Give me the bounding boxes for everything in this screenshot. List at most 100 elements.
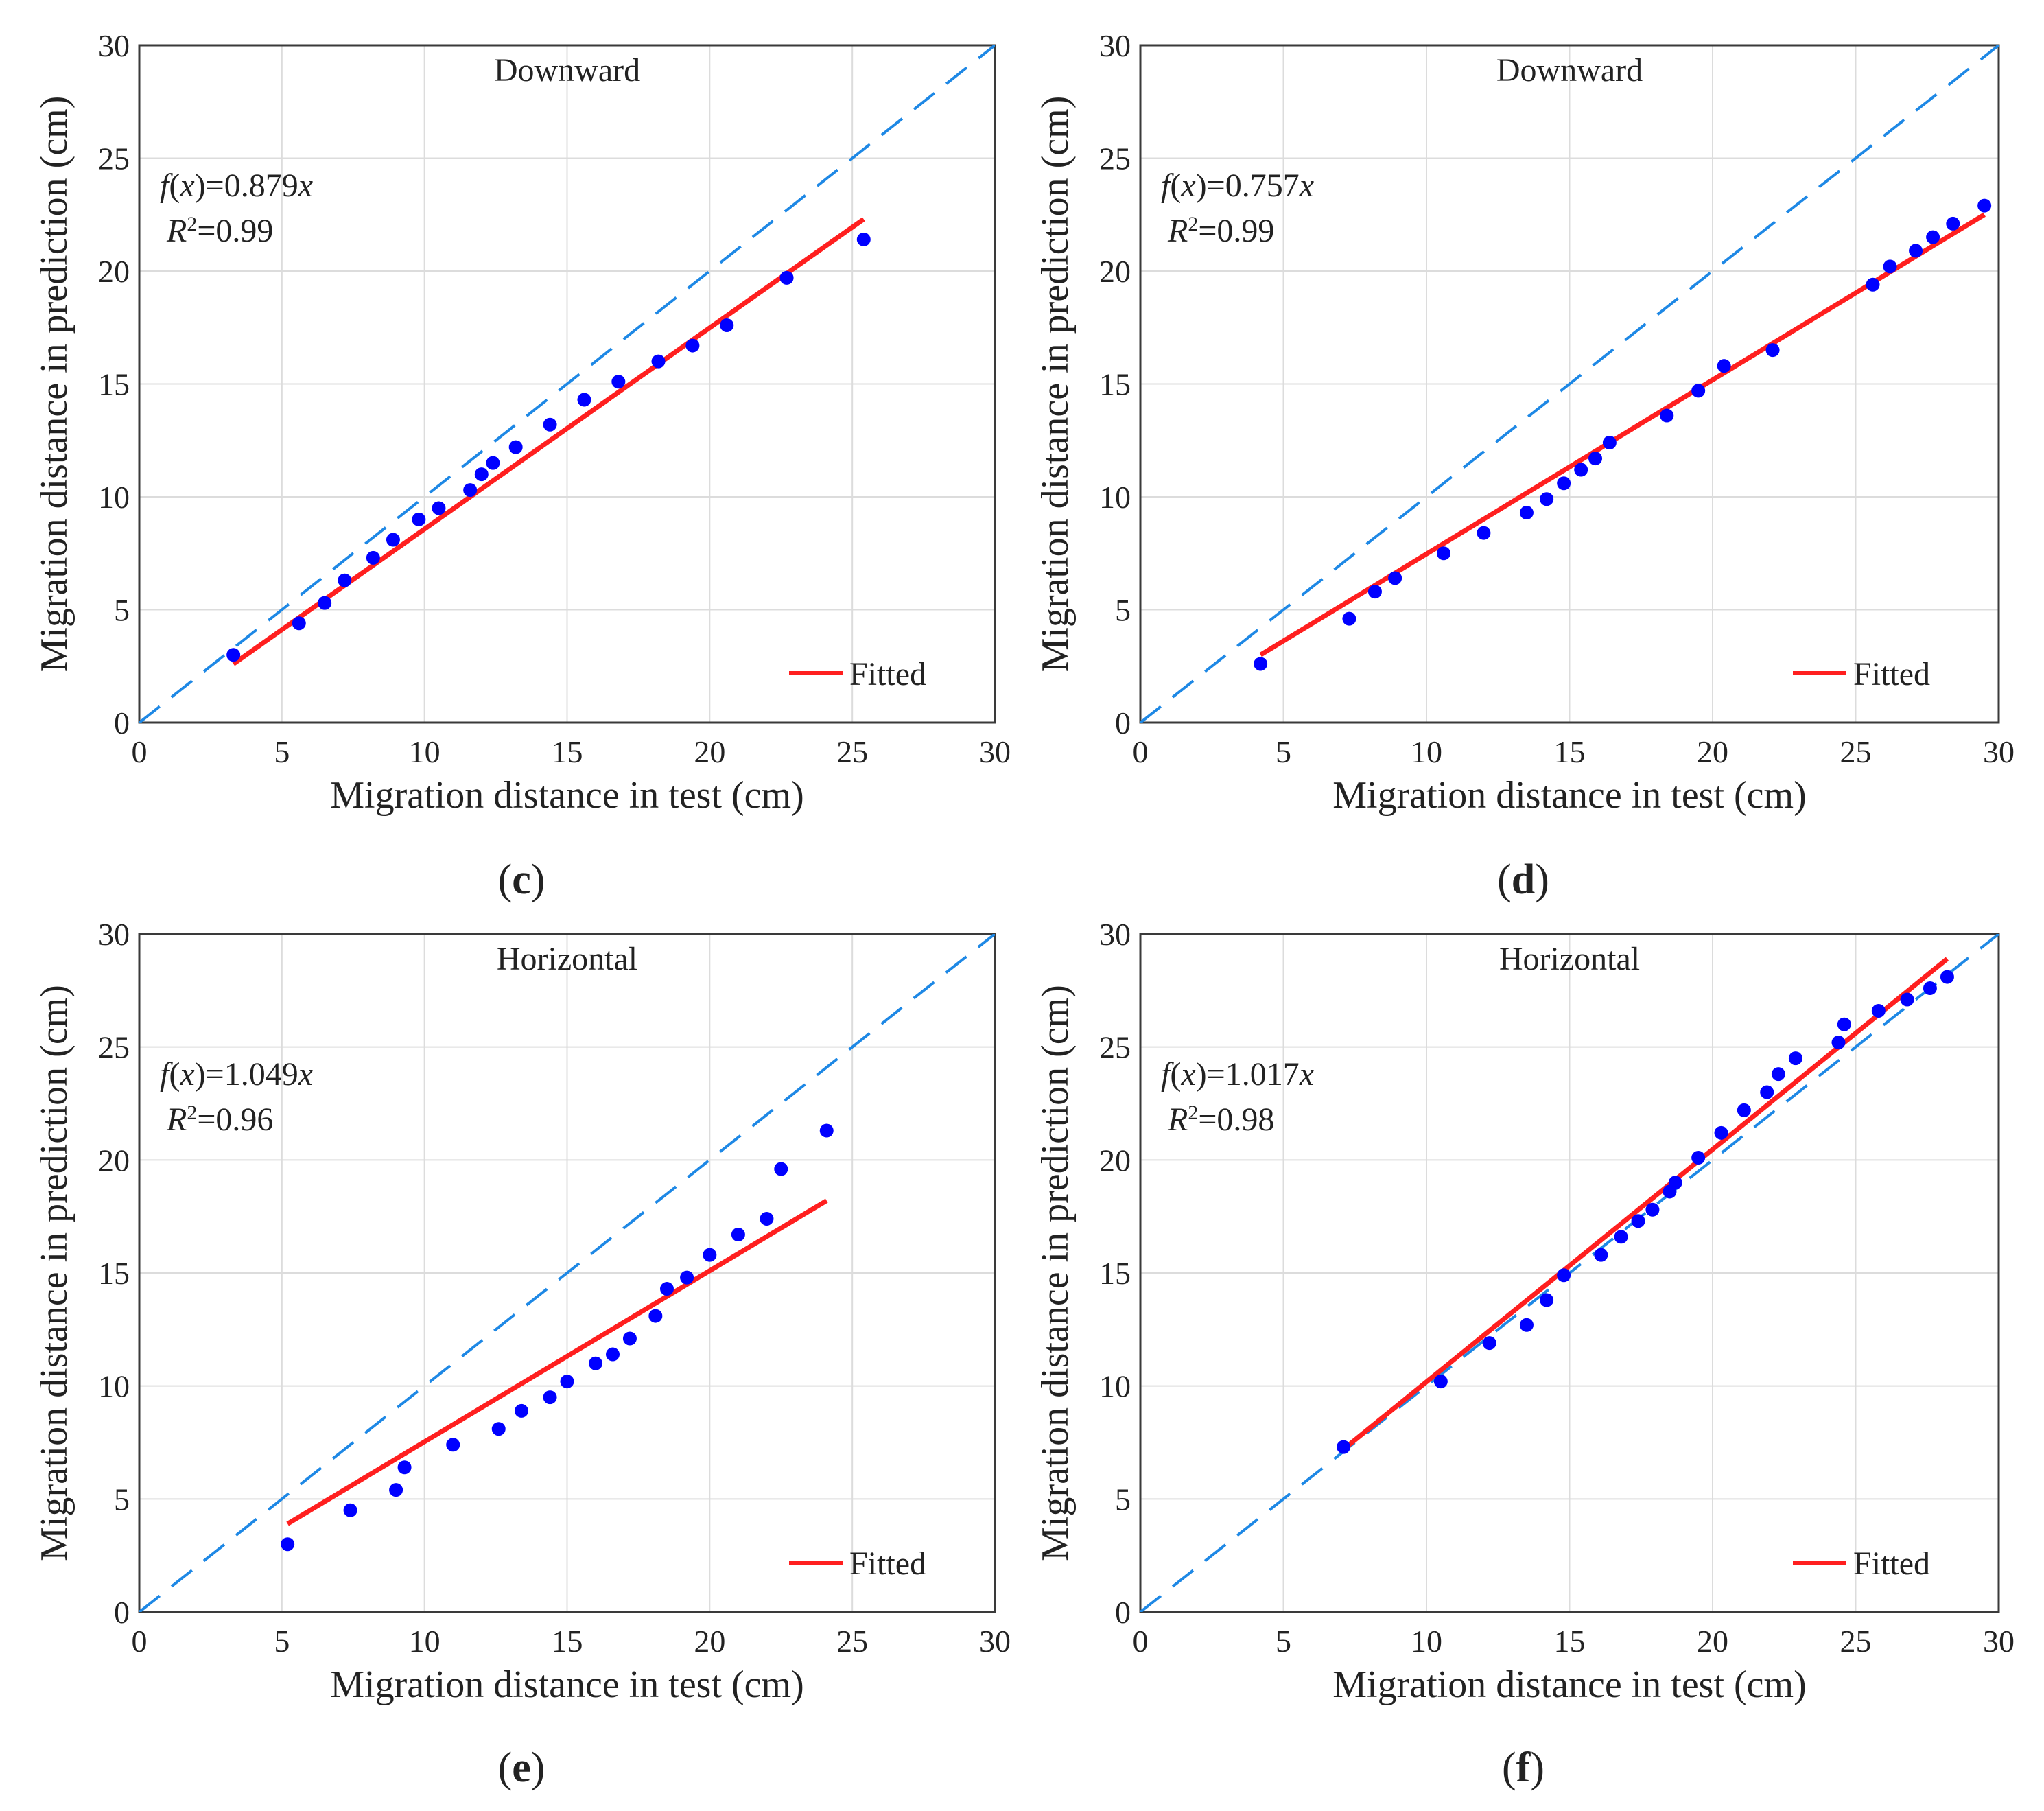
plot-frame xyxy=(1139,933,2000,1613)
data-point xyxy=(819,1123,834,1138)
r2-symbol: R xyxy=(166,1101,187,1138)
data-point xyxy=(1900,992,1914,1007)
legend: Fitted xyxy=(1793,1545,1930,1582)
x-tick-label: 25 xyxy=(1840,1624,1872,1659)
data-point xyxy=(1337,1440,1351,1454)
data-points xyxy=(1337,970,1954,1454)
y-tick-label: 20 xyxy=(1099,1143,1131,1178)
data-point xyxy=(731,1228,745,1242)
y-tick-label: 0 xyxy=(114,1595,130,1630)
panel-f: 0 5 10 15 20 25 30 0 5 10 15 20 25 30 Migration distan… xyxy=(1034,917,2014,1791)
r2-symbol: R xyxy=(166,213,187,249)
plot-lines xyxy=(139,934,995,1612)
eq-x: x xyxy=(179,167,194,204)
x-tick-label: 25 xyxy=(1840,734,1872,769)
data-point xyxy=(281,1537,295,1552)
data-point xyxy=(1574,463,1588,477)
fit-equation: f(x)=0.879x xyxy=(160,167,313,204)
x-tick-label: 0 xyxy=(132,734,148,769)
data-point xyxy=(1760,1085,1774,1099)
data-point xyxy=(474,467,489,482)
x-axis-label: Migration distance in test (cm) xyxy=(1332,774,1806,817)
y-tick-label: 15 xyxy=(98,1256,130,1291)
y-tick-label: 25 xyxy=(98,141,130,176)
data-point xyxy=(338,573,352,587)
y-tick-label: 10 xyxy=(98,1369,130,1404)
y-tick-label: 25 xyxy=(1099,141,1131,176)
caption-letter: f xyxy=(1516,1744,1531,1791)
r2-symbol: R xyxy=(1167,1101,1188,1138)
plot-frame xyxy=(138,44,996,724)
data-point xyxy=(1737,1103,1751,1117)
eq-rhs: =1.049 xyxy=(206,1056,298,1093)
x-tick-label: 30 xyxy=(979,734,1011,769)
data-point xyxy=(1866,277,1880,292)
data-point xyxy=(412,512,426,526)
data-point xyxy=(463,483,478,498)
y-tick-label: 15 xyxy=(1099,367,1131,402)
x-tick-label: 20 xyxy=(1697,734,1728,769)
y-axis-label: Migration distance in prediction (cm) xyxy=(1034,96,1077,673)
x-tick-label: 15 xyxy=(1554,1624,1586,1659)
r-squared: R2=0.99 xyxy=(1167,213,1274,250)
data-point xyxy=(543,1390,557,1405)
y-tick-label: 20 xyxy=(1099,254,1131,289)
x-tick-label: 20 xyxy=(1697,1624,1728,1659)
data-point xyxy=(1482,1336,1496,1351)
caption-letter: e xyxy=(512,1744,531,1791)
x-tick-label: 10 xyxy=(409,1624,440,1659)
data-point xyxy=(1645,1202,1660,1217)
x-tick-label: 15 xyxy=(1554,734,1586,769)
fit-equation: f(x)=1.049x xyxy=(160,1056,313,1093)
eq-open: ( xyxy=(1170,1056,1181,1093)
data-point xyxy=(343,1503,357,1517)
panel-caption: (f) xyxy=(1502,1744,1544,1791)
x-tick-label: 5 xyxy=(274,734,290,769)
identity-line xyxy=(139,934,995,1612)
data-point xyxy=(1691,1151,1706,1165)
data-point xyxy=(606,1347,620,1362)
data-point xyxy=(1557,476,1571,491)
plot-lines xyxy=(1140,45,1999,723)
eq-x: x xyxy=(179,1056,194,1093)
x-tick-label: 25 xyxy=(836,1624,868,1659)
data-point xyxy=(1614,1230,1628,1244)
data-point xyxy=(1717,359,1731,373)
r2-sup: 2 xyxy=(187,1101,197,1124)
data-point xyxy=(1771,1067,1785,1082)
y-tick-label: 25 xyxy=(98,1030,130,1065)
data-point xyxy=(1837,1017,1851,1031)
data-point xyxy=(1433,1375,1448,1389)
data-point xyxy=(1602,436,1617,450)
y-tick-label: 15 xyxy=(1099,1256,1131,1291)
panel-c: 0 5 10 15 20 25 30 0 5 10 15 20 25 30 Migration distan… xyxy=(33,28,1011,903)
caption-letter: c xyxy=(512,856,531,903)
caption-close: ) xyxy=(1535,856,1549,903)
eq-rhs-var: x xyxy=(298,1056,313,1093)
panel-caption: (e) xyxy=(498,1744,545,1791)
data-point xyxy=(1540,492,1554,506)
data-point xyxy=(577,393,591,407)
data-point xyxy=(1519,1318,1534,1332)
y-tick-label: 25 xyxy=(1099,1030,1131,1065)
data-point xyxy=(226,648,241,662)
data-point xyxy=(1691,384,1706,398)
caption-open: ( xyxy=(498,856,513,903)
data-point xyxy=(1831,1036,1846,1050)
legend-label: Fitted xyxy=(849,656,926,692)
x-tick-label: 0 xyxy=(1133,1624,1149,1659)
data-points xyxy=(281,1123,834,1552)
data-point xyxy=(386,533,400,547)
y-tick-label: 15 xyxy=(98,367,130,402)
data-point xyxy=(1594,1248,1608,1262)
caption-open: ( xyxy=(498,1744,513,1791)
data-point xyxy=(685,338,700,353)
r2-value: =0.99 xyxy=(1198,213,1274,249)
y-tick-label: 0 xyxy=(1115,705,1131,740)
y-tick-label: 20 xyxy=(98,1143,130,1178)
x-tick-label: 20 xyxy=(694,734,725,769)
caption-close: ) xyxy=(1530,1744,1544,1791)
eq-open: ( xyxy=(1170,167,1181,204)
data-point xyxy=(486,456,500,470)
data-points xyxy=(1254,198,1992,671)
